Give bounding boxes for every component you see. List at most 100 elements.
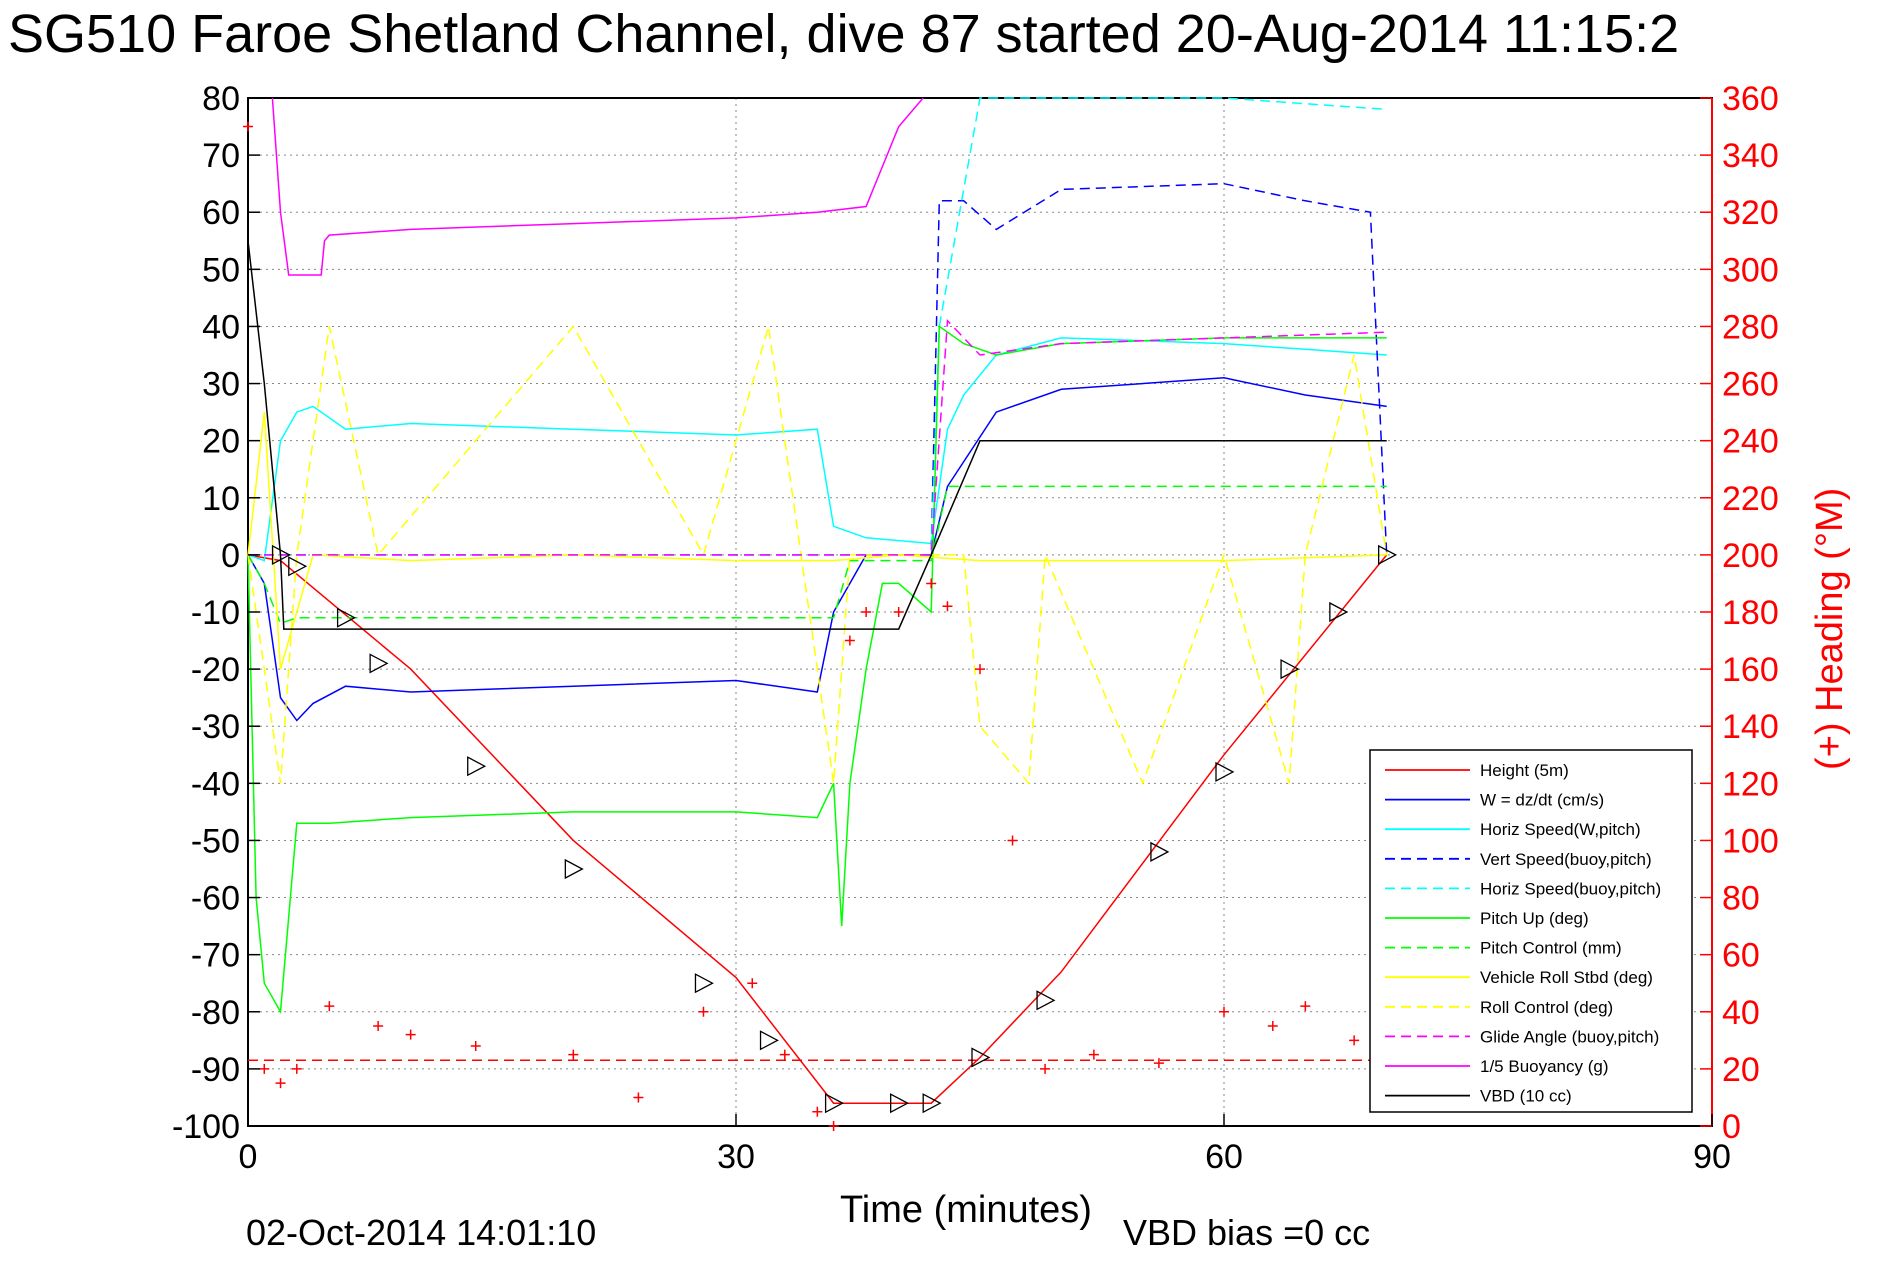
series-heading-marker (291, 1063, 302, 1074)
series-heading-marker (324, 1001, 335, 1012)
figure-title: SG510 Faroe Shetland Channel, dive 87 st… (8, 4, 1679, 64)
legend-label: Horiz Speed(buoy,pitch) (1480, 879, 1661, 898)
series-1-5-buoyancy-g-line (271, 97, 924, 276)
plot-timestamp: 02-Oct-2014 14:01:10 (246, 1212, 596, 1253)
left-tick-label: 80 (202, 80, 240, 118)
x-tick-label: 0 (239, 1138, 258, 1176)
series-heading-marker (942, 601, 953, 612)
left-tick-label: -30 (191, 708, 240, 746)
series-heading-marker (1219, 1006, 1229, 1017)
legend-label: Horiz Speed(W,pitch) (1480, 820, 1641, 839)
left-tick-label: -90 (191, 1051, 240, 1089)
left-tick-label: 10 (202, 480, 240, 518)
legend-label: VBD (10 cc) (1480, 1087, 1572, 1106)
legend-label: W = dz/dt (cm/s) (1480, 791, 1604, 810)
right-tick-label: 100 (1722, 822, 1779, 860)
series-heading-marker (926, 578, 937, 589)
legend-label: Pitch Control (mm) (1480, 939, 1622, 958)
right-tick-label: 160 (1722, 651, 1779, 689)
right-tick-label: 40 (1722, 994, 1760, 1032)
right-axis-label: (+) Heading (°M) (1809, 488, 1851, 770)
sample-triangle-marker (564, 858, 584, 880)
right-tick-label: 60 (1722, 937, 1760, 975)
right-tick-label: 360 (1722, 80, 1779, 118)
x-axis-label: Time (minutes) (840, 1189, 1092, 1231)
series-roll-control-deg-line (247, 325, 1388, 786)
left-tick-label: -10 (191, 594, 240, 632)
right-tick-label: 200 (1722, 537, 1779, 575)
series-heading-marker (1267, 1021, 1278, 1032)
series-heading-marker (893, 607, 904, 617)
right-tick-label: 120 (1722, 765, 1779, 803)
sample-triangle-marker (288, 556, 308, 577)
sample-triangle-marker (369, 653, 389, 674)
legend-label: Vehicle Roll Stbd (deg) (1480, 968, 1653, 987)
series-w-dz-dt-cm-s-line (247, 377, 1387, 722)
left-tick-label: -40 (191, 765, 240, 803)
sample-triangle-marker (336, 607, 356, 628)
marker-layer (271, 544, 1398, 1114)
series-pitch-up-deg-line (247, 324, 1387, 1015)
sample-triangle-marker (1036, 990, 1056, 1011)
legend: Height (5m) W = dz/dt (cm/s) Horiz Speed(W… (1369, 749, 1693, 1113)
right-tick-label: 20 (1722, 1051, 1760, 1089)
series-height-5m-line (247, 554, 1388, 1104)
series-heading-marker (1153, 1058, 1164, 1069)
right-tick-label: 280 (1722, 308, 1779, 346)
legend-label: 1/5 Buoyancy (g) (1480, 1057, 1609, 1076)
series-pitch-control-mm-line (247, 485, 1387, 625)
sample-triangle-marker (467, 756, 487, 777)
series-vert-speed-buoy-pitch-line (248, 182, 1388, 556)
legend-label: Roll Control (deg) (1480, 998, 1613, 1017)
series-heading-marker (1349, 1035, 1360, 1046)
sample-triangle-marker (971, 1047, 991, 1068)
series-glide-angle-buoy-pitch-line (248, 318, 1387, 556)
sample-triangle-marker (759, 1030, 779, 1051)
series-heading-marker (1088, 1049, 1099, 1060)
left-tick-label: 70 (202, 137, 240, 175)
sample-triangle-marker (1378, 544, 1398, 565)
left-tick-label: -20 (191, 651, 240, 689)
left-tick-label: -80 (191, 994, 240, 1032)
vbd-bias-label: VBD bias =0 cc (1123, 1212, 1370, 1253)
series-vehicle-roll-stbd-deg-line (247, 412, 1387, 670)
series-heading-marker (861, 607, 872, 617)
series-heading-marker (405, 1029, 416, 1040)
left-tick-label: -70 (191, 937, 240, 975)
x-tick-label: 90 (1693, 1138, 1731, 1176)
sample-triangle-marker (1329, 601, 1349, 623)
series-heading-marker (568, 1049, 579, 1060)
x-tick-label: 60 (1205, 1138, 1243, 1176)
left-tick-label: 30 (202, 366, 240, 404)
sample-triangle-marker (271, 544, 291, 565)
series-horiz-speed-w-pitch-line (247, 337, 1387, 562)
legend-box (1369, 749, 1693, 1113)
legend-label: Vert Speed(buoy,pitch) (1480, 850, 1652, 869)
left-tick-label: -100 (172, 1108, 240, 1146)
series-heading-marker (633, 1092, 644, 1103)
series-heading-marker (812, 1106, 823, 1117)
left-tick-label: -50 (191, 822, 240, 860)
legend-label: Pitch Up (deg) (1480, 909, 1589, 928)
left-tick-label: 50 (202, 251, 240, 289)
tick-layer: 80706050403020100-10-20-30-40-50-60-70-8… (172, 80, 1779, 1176)
series-heading-marker (275, 1078, 286, 1089)
right-tick-label: 240 (1722, 423, 1779, 461)
series-horiz-speed-buoy-pitch-line (248, 97, 1387, 556)
sample-triangle-marker (1215, 761, 1235, 782)
legend-label: Height (5m) (1480, 761, 1569, 780)
series-heading-marker (373, 1021, 384, 1032)
sample-triangle-marker (922, 1093, 942, 1114)
sample-triangle-marker (1150, 841, 1170, 862)
right-tick-label: 140 (1722, 708, 1779, 746)
right-tick-label: 260 (1722, 366, 1779, 404)
left-tick-label: 0 (221, 537, 240, 575)
left-tick-label: 20 (202, 423, 240, 461)
right-tick-label: 220 (1722, 480, 1779, 518)
left-tick-label: 40 (202, 308, 240, 346)
series-heading-marker (975, 664, 985, 675)
series-heading-marker (1040, 1063, 1051, 1074)
legend-label: Glide Angle (buoy,pitch) (1480, 1027, 1659, 1046)
